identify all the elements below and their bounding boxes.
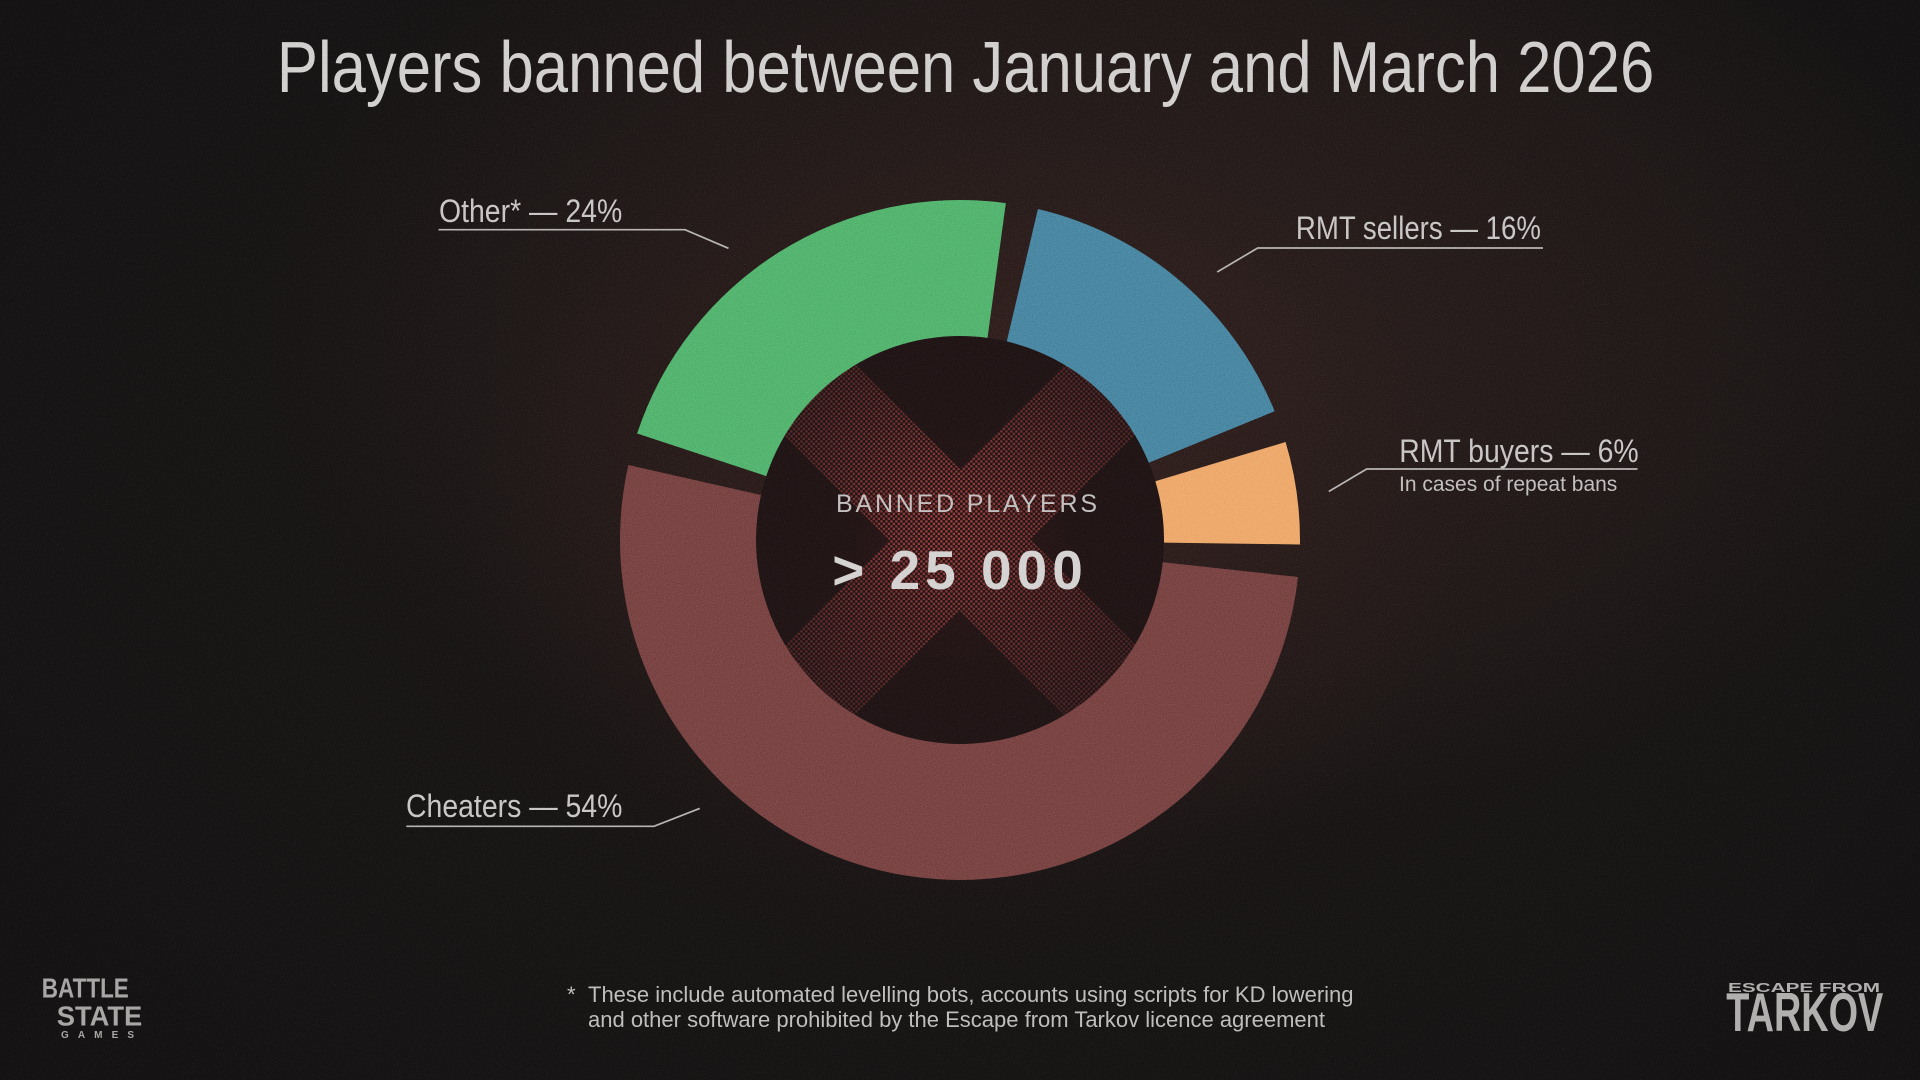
svg-text:TARKOV: TARKOV [1726,981,1883,1043]
svg-text:STATE: STATE [57,1001,143,1032]
svg-text:ESCAPE FROM: ESCAPE FROM [1728,980,1880,995]
svg-text:BATTLE: BATTLE [42,972,129,1003]
svg-text:GAMES: GAMES [61,1030,134,1041]
